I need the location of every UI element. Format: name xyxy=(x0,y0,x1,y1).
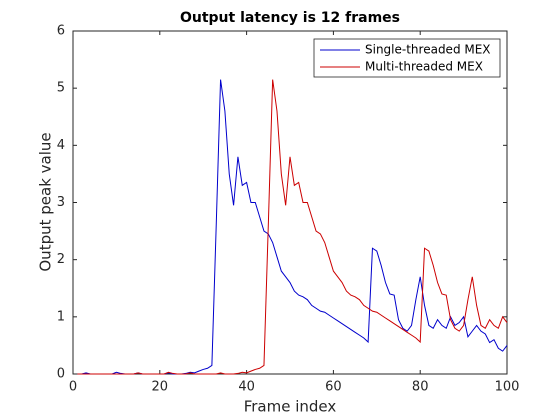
y-tick-label: 5 xyxy=(57,81,65,96)
y-tick-label: 1 xyxy=(57,309,65,324)
x-tick-label: 40 xyxy=(238,380,255,395)
legend-box xyxy=(313,38,501,78)
x-tick-label: 60 xyxy=(325,380,342,395)
y-tick-label: 3 xyxy=(57,195,65,210)
x-tick-label: 80 xyxy=(412,380,429,395)
y-tick-label: 0 xyxy=(57,367,65,382)
y-axis-label: Output peak value xyxy=(37,132,55,271)
legend-label: Multi-threaded MEX xyxy=(365,60,483,74)
legend-label: Single-threaded MEX xyxy=(365,43,491,57)
y-tick-label: 4 xyxy=(57,138,65,153)
chart-title: Output latency is 12 frames xyxy=(180,10,400,26)
y-tick-label: 6 xyxy=(57,24,65,39)
x-tick-label: 100 xyxy=(495,380,520,395)
x-tick-label: 0 xyxy=(69,380,77,395)
x-tick-label: 20 xyxy=(152,380,169,395)
axes-box xyxy=(72,30,508,375)
line-series xyxy=(77,79,508,375)
y-tick-label: 2 xyxy=(57,252,65,267)
x-axis-label: Frame index xyxy=(244,398,337,416)
